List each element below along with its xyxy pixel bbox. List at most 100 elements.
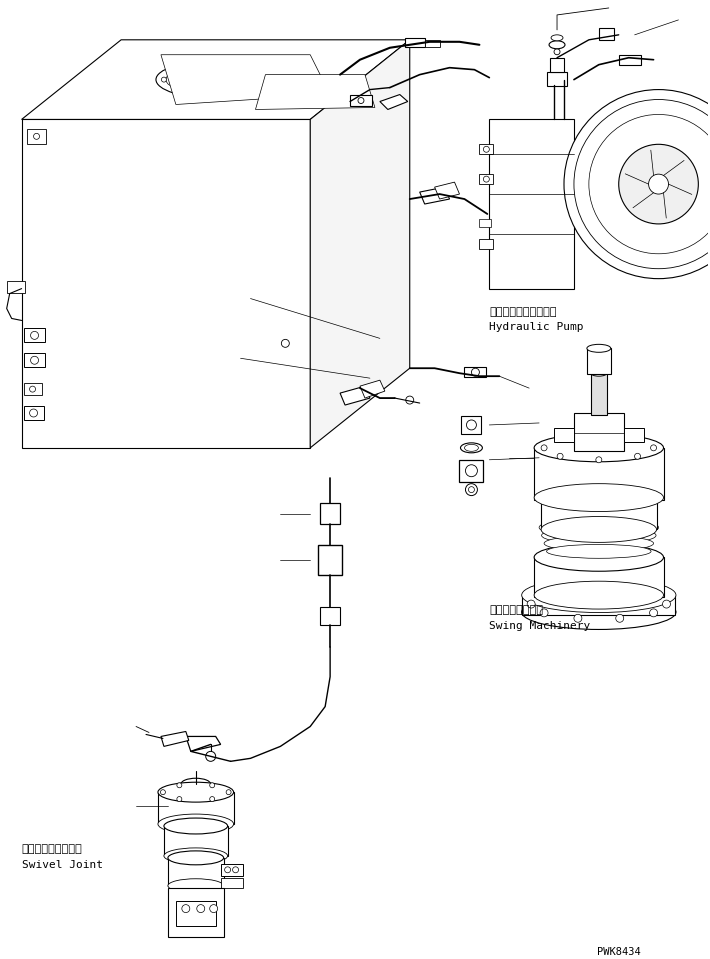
Circle shape (466, 465, 477, 477)
Circle shape (177, 797, 182, 802)
Circle shape (650, 592, 657, 599)
Bar (320, 503, 340, 525)
Polygon shape (21, 40, 410, 120)
Ellipse shape (534, 483, 664, 511)
Bar (176, 901, 216, 925)
Ellipse shape (587, 344, 611, 352)
Bar (541, 498, 657, 529)
Circle shape (273, 87, 278, 91)
Circle shape (540, 592, 548, 599)
Ellipse shape (166, 64, 266, 95)
Ellipse shape (541, 517, 657, 543)
Bar (534, 557, 664, 597)
Bar (221, 864, 243, 876)
Polygon shape (340, 386, 370, 405)
Circle shape (197, 904, 204, 913)
Text: ハイドロリックポンプ: ハイドロリックポンプ (489, 307, 557, 316)
Circle shape (281, 339, 289, 347)
Circle shape (635, 454, 640, 459)
Bar (181, 784, 211, 792)
Ellipse shape (278, 80, 342, 100)
Bar (23, 384, 41, 395)
Bar (405, 37, 425, 47)
Circle shape (233, 867, 239, 873)
Circle shape (574, 615, 582, 622)
Bar (479, 144, 493, 154)
Circle shape (182, 904, 190, 913)
Ellipse shape (168, 851, 224, 865)
Ellipse shape (534, 433, 664, 462)
Bar (459, 459, 484, 481)
Circle shape (209, 797, 214, 802)
Bar (550, 58, 564, 72)
Circle shape (160, 789, 165, 795)
Text: PWK8434: PWK8434 (597, 947, 640, 957)
Bar (158, 792, 234, 824)
Circle shape (291, 78, 295, 82)
Circle shape (466, 483, 477, 496)
Ellipse shape (271, 77, 350, 102)
Circle shape (187, 61, 192, 66)
Ellipse shape (158, 814, 234, 834)
Circle shape (177, 783, 182, 787)
Ellipse shape (551, 35, 563, 41)
Circle shape (161, 77, 166, 82)
Bar (23, 328, 45, 342)
Ellipse shape (522, 595, 676, 629)
Circle shape (326, 78, 329, 82)
Circle shape (541, 445, 547, 451)
Ellipse shape (176, 68, 256, 91)
Circle shape (484, 176, 489, 182)
Polygon shape (360, 380, 385, 398)
Polygon shape (435, 182, 459, 199)
Circle shape (226, 789, 231, 795)
Bar (479, 239, 493, 248)
Circle shape (265, 77, 270, 82)
Ellipse shape (542, 526, 656, 545)
Ellipse shape (534, 544, 664, 572)
Circle shape (662, 600, 670, 608)
Circle shape (206, 751, 216, 761)
Circle shape (484, 147, 489, 152)
Bar (23, 353, 45, 367)
Circle shape (30, 409, 38, 417)
Ellipse shape (156, 60, 275, 99)
Circle shape (209, 783, 214, 787)
Ellipse shape (534, 581, 664, 609)
Bar (23, 406, 43, 420)
Circle shape (31, 332, 38, 339)
Ellipse shape (168, 878, 224, 893)
Ellipse shape (541, 484, 657, 510)
Circle shape (291, 97, 295, 101)
Circle shape (554, 49, 560, 55)
Circle shape (557, 436, 563, 442)
Bar (587, 348, 611, 374)
Circle shape (31, 357, 38, 364)
Polygon shape (186, 737, 221, 751)
Bar (464, 367, 486, 377)
Circle shape (596, 456, 602, 463)
Circle shape (540, 609, 548, 617)
Bar (574, 413, 623, 451)
Circle shape (239, 93, 244, 98)
Bar (164, 826, 228, 855)
Text: スイングマシナリ: スイングマシナリ (489, 605, 543, 615)
Polygon shape (161, 732, 189, 746)
Circle shape (239, 61, 244, 66)
Circle shape (471, 368, 479, 376)
Circle shape (30, 386, 36, 392)
Text: Swing Machinery: Swing Machinery (489, 621, 591, 631)
Text: スイベルジョイント: スイベルジョイント (21, 844, 82, 854)
Circle shape (33, 133, 40, 139)
Ellipse shape (464, 444, 479, 452)
Bar (221, 877, 243, 888)
Bar (591, 373, 607, 415)
Circle shape (466, 420, 476, 430)
Bar (479, 175, 493, 184)
Circle shape (326, 97, 329, 101)
Circle shape (343, 87, 347, 91)
Bar (534, 448, 664, 500)
Circle shape (224, 867, 231, 873)
Circle shape (650, 609, 657, 617)
Bar (599, 28, 613, 40)
